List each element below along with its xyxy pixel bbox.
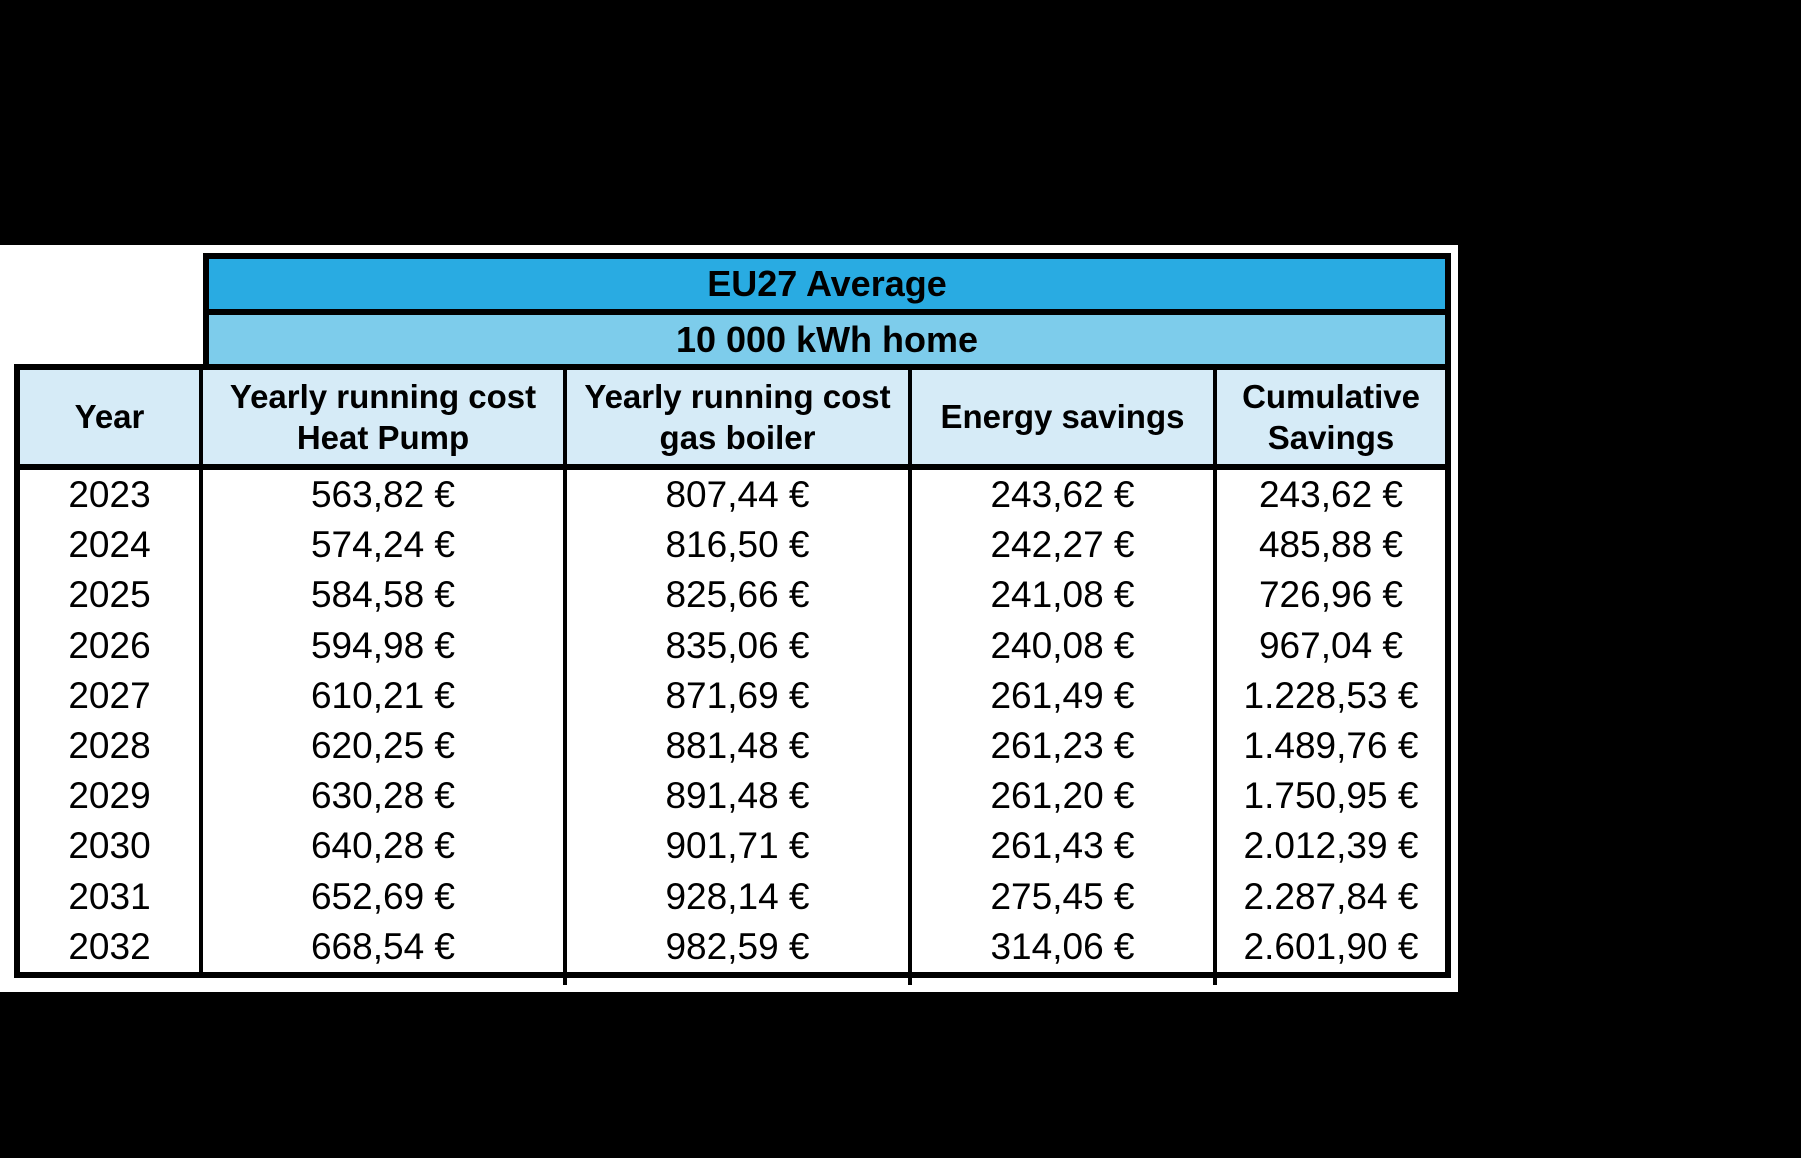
table-cell: 610,21 € <box>203 670 567 721</box>
table-row: 2028 620,25 € 881,48 € 261,23 € 1.489,76… <box>20 720 1445 772</box>
table-cell: 594,98 € <box>203 620 567 671</box>
table-cell: 584,58 € <box>203 570 567 621</box>
table-cell: 275,45 € <box>912 871 1217 922</box>
table-cell: 967,04 € <box>1258 624 1404 666</box>
table-cell: 1.228,53 € <box>1243 674 1419 716</box>
table-row: 2029 630,28 € 891,48 € 261,20 € 1.750,95… <box>20 771 1445 822</box>
table-row: 2024 574,24 € 816,50 € 242,27 € 485,88 € <box>20 520 1445 571</box>
table-cell: 243,62 € <box>1258 474 1404 516</box>
table-cell: 314,06 € <box>912 921 1217 972</box>
table-cell: 2028 <box>20 720 203 772</box>
column-header-energy-savings: Energy savings <box>912 370 1217 464</box>
table-cell: 2024 <box>20 520 203 571</box>
table-cell: 2.287,84 € <box>1243 875 1419 917</box>
table-cell: 891,48 € <box>567 771 912 822</box>
column-header-cumulative-savings: Cumulative Savings <box>1242 377 1420 456</box>
table-cell: 2023 <box>20 470 203 521</box>
table-cell: 242,27 € <box>912 520 1217 571</box>
table-cell: 2030 <box>20 821 203 872</box>
table-row: 2026 594,98 € 835,06 € 240,08 € 967,04 € <box>20 620 1445 671</box>
table-cell: 726,96 € <box>1258 574 1404 616</box>
border-stub <box>1213 978 1217 985</box>
table-cell: 563,82 € <box>203 470 567 521</box>
table-body: 2023 563,82 € 807,44 € 243,62 € 243,62 €… <box>14 470 1451 978</box>
table-row: 2031 652,69 € 928,14 € 275,45 € 2.287,84… <box>20 871 1445 922</box>
table-subtitle: 10 000 kWh home <box>675 318 979 360</box>
table-cell: 982,59 € <box>567 921 912 972</box>
table-cell: 243,62 € <box>912 470 1217 521</box>
table-row: 2025 584,58 € 825,66 € 241,08 € 726,96 € <box>20 570 1445 621</box>
table-cell: 240,08 € <box>912 620 1217 671</box>
table-cell: 835,06 € <box>567 620 912 671</box>
table-banner: EU27 Average 10 000 kWh home <box>203 253 1451 364</box>
table-cell: 1.489,76 € <box>1243 725 1419 767</box>
table-cell: 816,50 € <box>567 520 912 571</box>
table-row: 2030 640,28 € 901,71 € 261,43 € 2.012,39… <box>20 821 1445 872</box>
table-row: 2023 563,82 € 807,44 € 243,62 € 243,62 € <box>20 470 1445 521</box>
table-cell: 2027 <box>20 670 203 721</box>
table-cell: 668,54 € <box>203 921 567 972</box>
table-cell: 261,23 € <box>912 720 1217 772</box>
table-cell: 901,71 € <box>567 821 912 872</box>
table-cell: 2.601,90 € <box>1243 925 1419 967</box>
border-stub <box>908 978 912 985</box>
table-cell: 2029 <box>20 771 203 822</box>
table-cell: 2032 <box>20 921 203 972</box>
column-header-gas-boiler-cost: Yearly running cost gas boiler <box>567 370 912 464</box>
table-cell: 928,14 € <box>567 871 912 922</box>
table-row: 2032 668,54 € 982,59 € 314,06 € 2.601,90… <box>20 921 1445 972</box>
table-cell: 825,66 € <box>567 570 912 621</box>
table-cell: 261,43 € <box>912 821 1217 872</box>
table-row: 2027 610,21 € 871,69 € 261,49 € 1.228,53… <box>20 670 1445 721</box>
border-stub <box>563 978 567 985</box>
column-header-heat-pump-cost: Yearly running cost Heat Pump <box>203 370 567 464</box>
table-canvas: EU27 Average 10 000 kWh home Year Yearly… <box>0 245 1458 992</box>
table-cell: 2031 <box>20 871 203 922</box>
table-cell: 574,24 € <box>203 520 567 571</box>
table-cell: 807,44 € <box>567 470 912 521</box>
table-header-row: Year Yearly running cost Heat Pump Yearl… <box>14 364 1451 470</box>
table-cell: 630,28 € <box>203 771 567 822</box>
table-cell: 871,69 € <box>567 670 912 721</box>
banner-title-row: EU27 Average <box>209 259 1445 315</box>
table-cell: 881,48 € <box>567 720 912 772</box>
table-cell: 2025 <box>20 570 203 621</box>
table-cell: 2026 <box>20 620 203 671</box>
table-cell: 1.750,95 € <box>1243 775 1419 817</box>
table-cell: 261,20 € <box>912 771 1217 822</box>
table-title: EU27 Average <box>707 263 947 304</box>
table-cell: 620,25 € <box>203 720 567 772</box>
table-cell: 261,49 € <box>912 670 1217 721</box>
column-header-year: Year <box>20 370 203 464</box>
table-cell: 640,28 € <box>203 821 567 872</box>
table-cell: 2.012,39 € <box>1243 825 1419 867</box>
table-cell: 652,69 € <box>203 871 567 922</box>
banner-subtitle-row: 10 000 kWh home <box>209 315 1445 364</box>
table-cell: 485,88 € <box>1258 524 1404 566</box>
table-cell: 241,08 € <box>912 570 1217 621</box>
